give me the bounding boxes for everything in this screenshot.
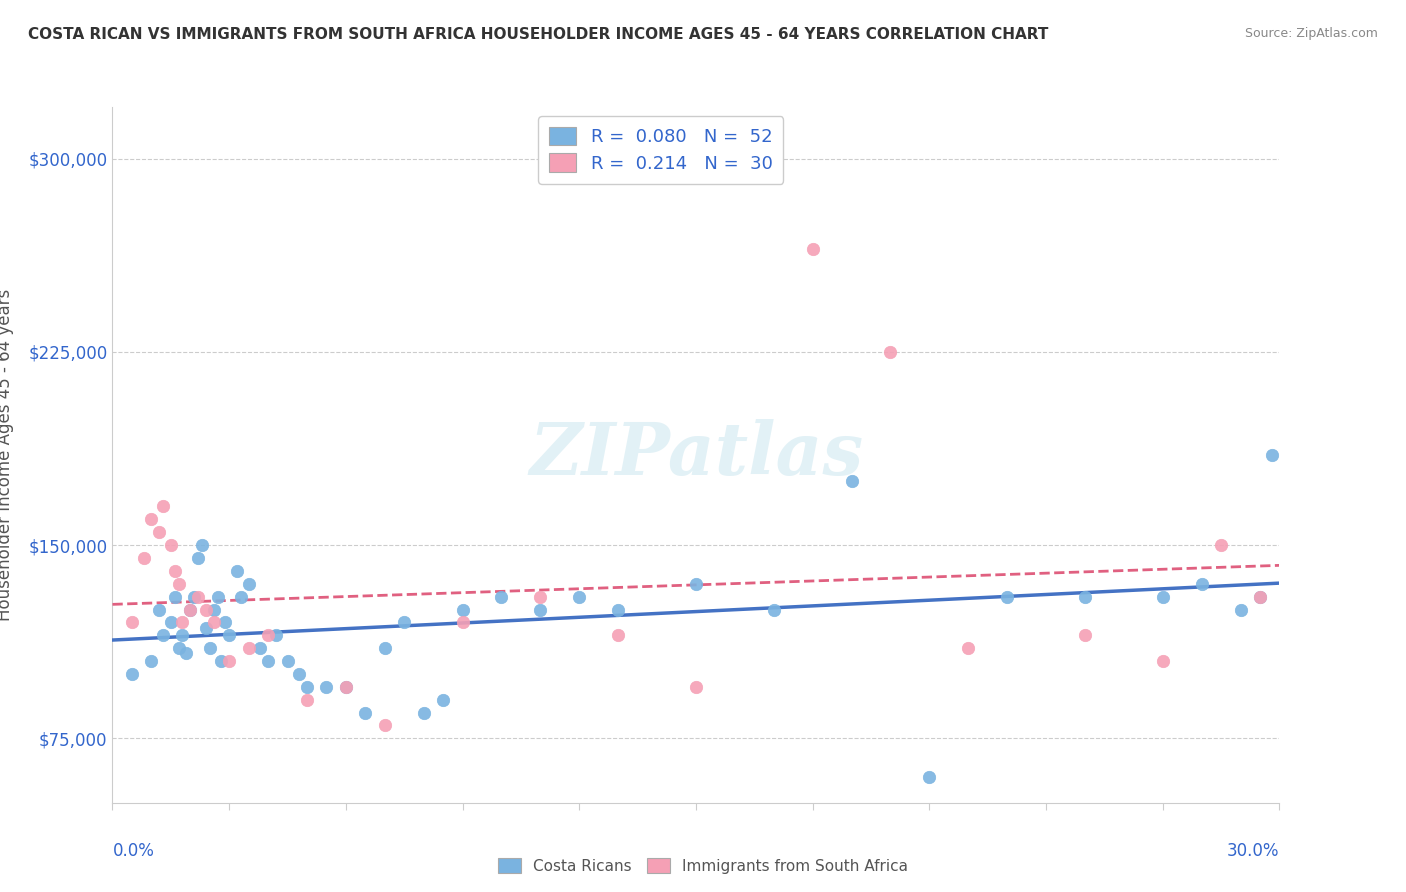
Point [264,628,287,642]
Point [1260,448,1282,462]
Point [132,551,155,566]
Legend: Costa Ricans, Immigrants from South Africa: Costa Ricans, Immigrants from South Afri… [492,852,914,880]
Point [1249,590,1271,604]
Text: 0.0%: 0.0% [112,842,155,860]
Point [148,602,170,616]
Point [209,654,232,668]
Point [288,667,311,681]
Point [315,680,337,694]
Point [214,615,236,630]
Point [160,538,183,552]
Point [191,538,214,552]
Point [1152,654,1174,668]
Point [1074,590,1097,604]
Point [1191,576,1213,591]
Point [183,590,205,604]
Point [995,590,1018,604]
Point [568,590,591,604]
Point [202,602,225,616]
Point [374,641,396,656]
Point [957,641,980,656]
Point [238,641,260,656]
Point [451,602,474,616]
Point [529,590,551,604]
Point [172,615,194,630]
Point [257,654,280,668]
Point [202,615,225,630]
Point [160,615,183,630]
Point [335,680,357,694]
Point [295,680,318,694]
Point [412,706,434,720]
Point [257,628,280,642]
Point [187,551,209,566]
Y-axis label: Householder Income Ages 45 - 64 years: Householder Income Ages 45 - 64 years [0,289,14,621]
Point [762,602,785,616]
Point [529,602,551,616]
Point [121,615,143,630]
Text: ZIPatlas: ZIPatlas [529,419,863,491]
Point [167,576,190,591]
Point [163,590,186,604]
Point [229,590,252,604]
Point [141,512,163,526]
Point [194,602,217,616]
Text: COSTA RICAN VS IMMIGRANTS FROM SOUTH AFRICA HOUSEHOLDER INCOME AGES 45 - 64 YEAR: COSTA RICAN VS IMMIGRANTS FROM SOUTH AFR… [28,27,1049,42]
Point [801,242,824,256]
Point [432,692,454,706]
Point [152,628,174,642]
Point [218,628,240,642]
Point [249,641,271,656]
Point [163,564,186,578]
Point [226,564,249,578]
Point [238,576,260,591]
Point [167,641,190,656]
Point [1152,590,1174,604]
Point [491,590,513,604]
Point [394,615,416,630]
Point [1249,590,1271,604]
Point [1229,602,1251,616]
Point [841,474,863,488]
Text: Source: ZipAtlas.com: Source: ZipAtlas.com [1244,27,1378,40]
Text: 30.0%: 30.0% [1227,842,1279,860]
Point [354,706,377,720]
Point [335,680,357,694]
Point [187,590,209,604]
Point [451,615,474,630]
Point [148,525,170,540]
Point [121,667,143,681]
Point [141,654,163,668]
Point [918,770,941,784]
Point [218,654,240,668]
Point [179,602,201,616]
Point [172,628,194,642]
Point [879,344,901,359]
Point [1074,628,1097,642]
Point [152,500,174,514]
Point [374,718,396,732]
Point [1209,538,1232,552]
Point [179,602,201,616]
Point [194,621,217,635]
Point [207,590,229,604]
Point [685,680,707,694]
Point [607,602,630,616]
Point [176,646,198,660]
Point [198,641,221,656]
Legend: R =  0.080   N =  52, R =  0.214   N =  30: R = 0.080 N = 52, R = 0.214 N = 30 [538,116,783,184]
Point [685,576,707,591]
Point [295,692,318,706]
Point [607,628,630,642]
Point [276,654,298,668]
